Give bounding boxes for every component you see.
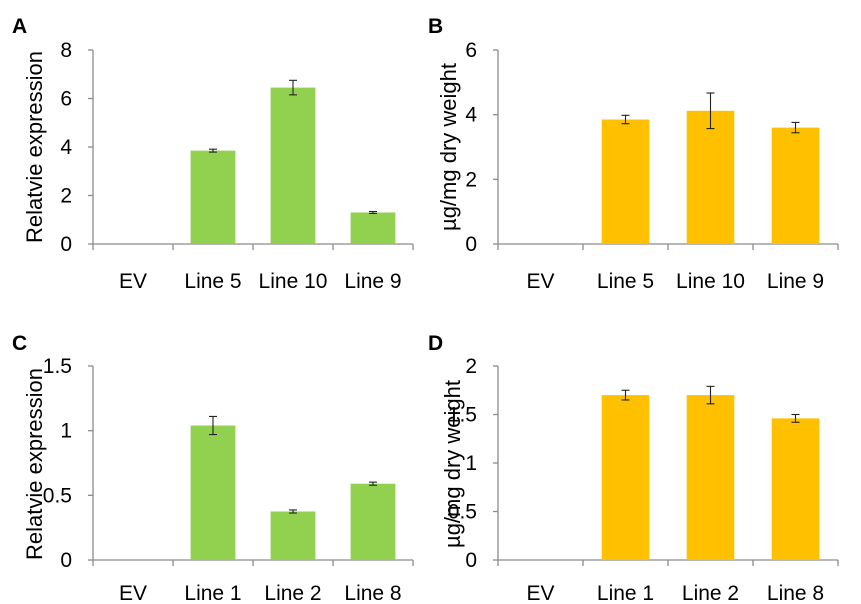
y-tick-label: 1.5 <box>43 355 72 378</box>
x-category-label: Line 8 <box>344 582 401 604</box>
bar <box>190 150 236 244</box>
x-category-label: Line 8 <box>767 582 824 604</box>
x-category-label: Line 9 <box>344 270 401 293</box>
panel-c: C Relatvie expression 0 0.5 1 1.5 EV Line 1 Li… <box>12 332 414 604</box>
panel-letter: C <box>12 332 27 355</box>
bar <box>190 425 236 560</box>
x-category-label: Line 5 <box>597 270 654 293</box>
x-category-label: EV <box>526 270 554 293</box>
bar <box>601 119 650 244</box>
y-tick-label: 6 <box>60 88 72 111</box>
bar <box>686 110 735 244</box>
y-tick-label: 1.5 <box>448 404 477 427</box>
panel-d: D µg/mg dry weight 0 0.5 1 1.5 2 EV Line 1 Line… <box>428 332 839 604</box>
x-category-label: Line 10 <box>676 270 745 293</box>
x-category-label: Line 5 <box>184 270 241 293</box>
y-tick-label: 2 <box>465 168 477 191</box>
x-category-label: Line 10 <box>259 270 328 293</box>
x-category-label: Line 1 <box>597 582 654 604</box>
x-category-label: EV <box>119 270 147 293</box>
x-category-label: Line 1 <box>184 582 241 604</box>
y-tick-label: 2 <box>465 355 477 378</box>
y-tick-label: 4 <box>60 136 72 159</box>
x-category-label: EV <box>526 582 554 604</box>
y-tick-label: 0 <box>60 549 72 572</box>
bar <box>270 511 316 560</box>
x-category-label: Line 2 <box>264 582 321 604</box>
panel-letter: D <box>428 332 443 355</box>
y-tick-label: 0 <box>465 233 477 256</box>
y-tick-label: 1 <box>465 452 477 475</box>
y-tick-label: 4 <box>465 104 477 127</box>
y-tick-label: 2 <box>60 185 72 208</box>
bar <box>270 87 316 245</box>
y-tick-label: 0.5 <box>43 484 72 507</box>
y-tick-label: 1 <box>60 420 72 443</box>
y-axis-title: Relatvie expression <box>22 368 47 560</box>
y-axis-title: µg/mg dry weight <box>440 380 465 548</box>
x-category-label: Line 9 <box>767 270 824 293</box>
panel-letter: B <box>428 15 443 38</box>
bar <box>350 483 396 560</box>
bar <box>771 418 820 560</box>
panel-letter: A <box>12 15 27 38</box>
panel-b: B µg/mg dry weight 0 2 4 6 EV Line 5 Line 10 Li… <box>428 15 839 293</box>
x-category-label: Line 2 <box>682 582 739 604</box>
y-tick-label: 0 <box>60 233 72 256</box>
y-axis-title: Relatvie expression <box>22 51 47 243</box>
bar <box>601 395 650 560</box>
y-tick-label: 6 <box>465 39 477 62</box>
y-axis-title: µg/mg dry weight <box>436 63 461 231</box>
panel-a: A Relatvie expression 0 2 4 6 8 EV Line 5 Line … <box>12 15 414 293</box>
x-category-label: EV <box>119 582 147 604</box>
bar <box>350 212 396 244</box>
y-tick-label: 0 <box>465 549 477 572</box>
bar <box>771 127 820 244</box>
y-tick-label: 8 <box>60 39 72 62</box>
y-tick-label: 0.5 <box>448 501 477 524</box>
bar <box>686 395 735 560</box>
